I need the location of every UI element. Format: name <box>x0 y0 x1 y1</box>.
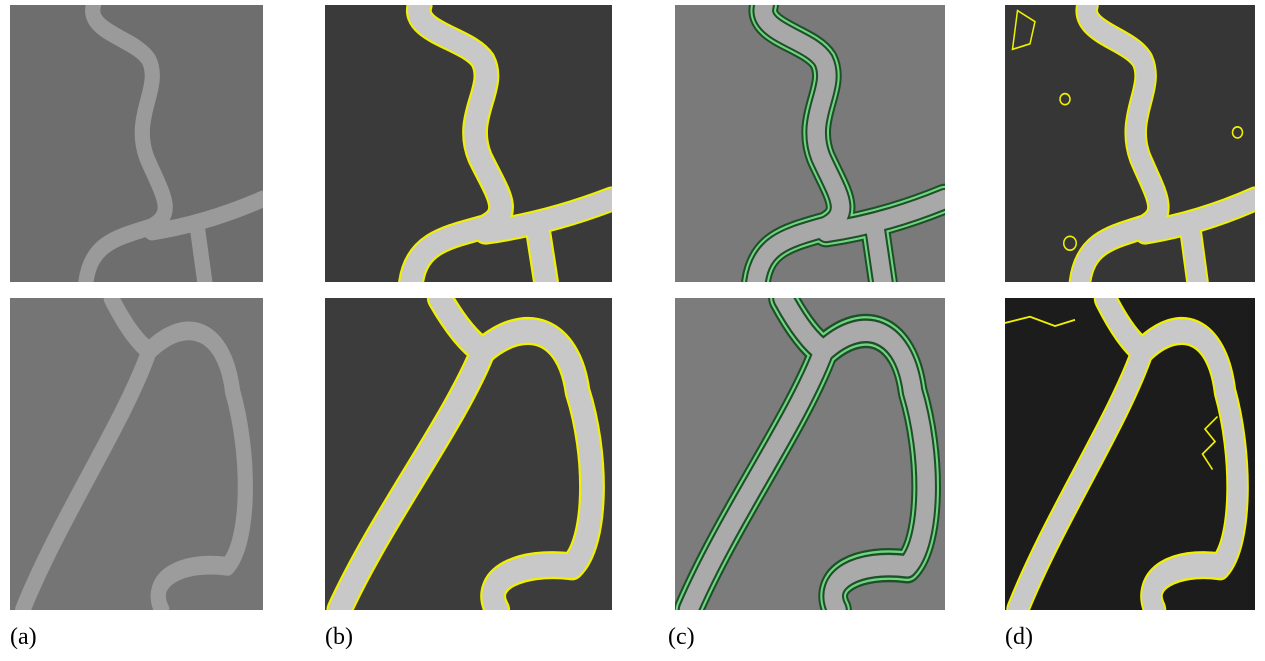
figure: (a) (b) (c) (d) <box>0 0 1265 661</box>
image-a-bottom <box>10 298 263 610</box>
panel-label: (b) <box>325 624 353 651</box>
image-d-bottom <box>1005 298 1255 610</box>
image-a-top <box>10 5 263 282</box>
image-c-top <box>675 5 945 282</box>
panel-label: (a) <box>10 624 37 651</box>
panel-label: (c) <box>668 624 695 651</box>
image-d-top <box>1005 5 1255 282</box>
panel-label: (d) <box>1005 624 1033 651</box>
image-c-bottom <box>675 298 945 610</box>
image-b-top <box>325 5 612 282</box>
image-b-bottom <box>325 298 612 610</box>
